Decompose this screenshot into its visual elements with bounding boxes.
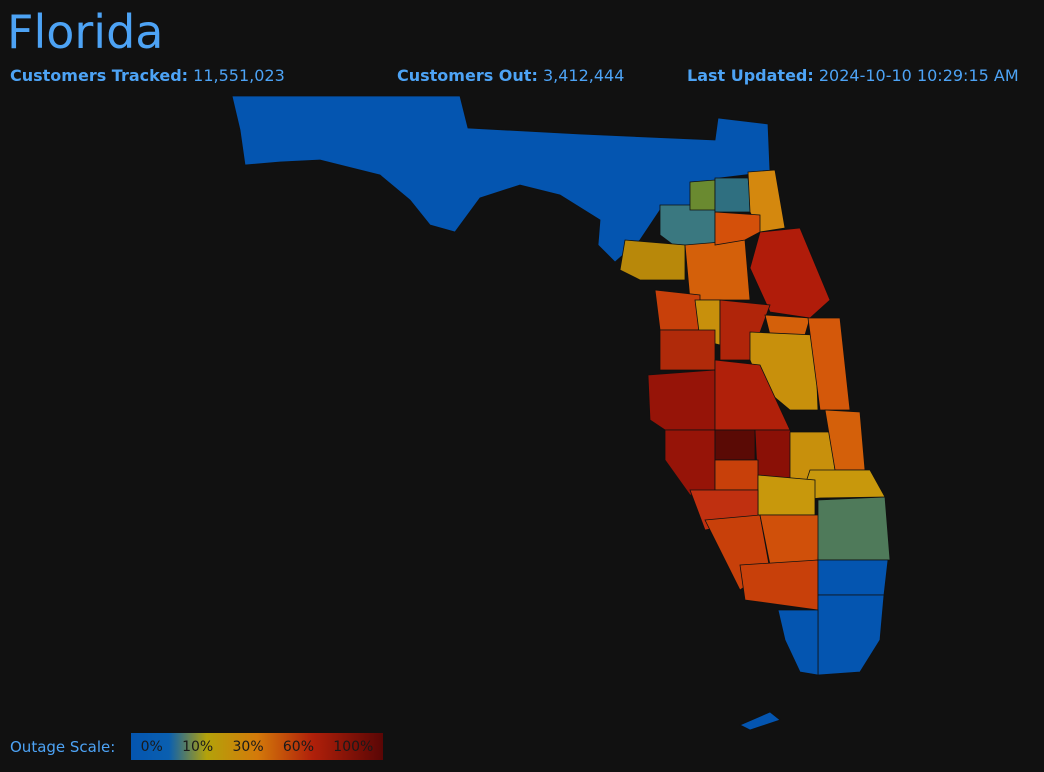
county-region <box>714 211 761 246</box>
county-region <box>654 289 701 331</box>
stat-label: Customers Tracked: <box>10 66 189 85</box>
county-region <box>684 239 751 301</box>
county-region <box>714 429 756 461</box>
county-region <box>807 317 851 411</box>
county-region <box>757 474 816 516</box>
county-region <box>714 177 753 213</box>
stat: Customers Tracked: 11,551,023 <box>10 65 285 87</box>
county-region <box>739 711 781 731</box>
legend-title: Outage Scale: <box>10 738 116 756</box>
stat: Customers Out: 3,412,444 <box>397 65 624 87</box>
county-region <box>689 179 716 211</box>
county-region <box>759 514 821 566</box>
counties <box>231 95 891 731</box>
legend-label: 60% <box>282 738 315 755</box>
legend-scale: 0% 10% 30% 60% 100% <box>131 733 383 760</box>
legend-label: 10% <box>182 738 214 755</box>
county-region <box>659 329 716 371</box>
stat-value: 3,412,444 <box>542 66 625 85</box>
legend-label: 100% <box>333 738 374 755</box>
county-region <box>817 559 889 596</box>
county-region <box>664 429 716 496</box>
page-title: Florida <box>7 5 164 59</box>
county-region <box>764 314 811 336</box>
county-region <box>777 609 819 676</box>
stat-value: 11,551,023 <box>193 66 285 85</box>
legend-label: 30% <box>232 738 264 755</box>
legend-label: 0% <box>140 738 163 755</box>
stat-value: 2024-10-10 10:29:15 AM <box>818 66 1019 85</box>
stat-label: Customers Out: <box>397 66 538 85</box>
stat-label: Last Updated: <box>687 66 814 85</box>
stat: Last Updated: 2024-10-10 10:29:15 AM <box>687 65 1019 87</box>
county-region <box>739 559 819 611</box>
county-region <box>619 239 686 281</box>
county-region <box>817 594 885 676</box>
county-region <box>714 459 759 491</box>
county-region <box>231 95 771 263</box>
county-region <box>817 496 891 561</box>
county-region <box>647 369 716 431</box>
